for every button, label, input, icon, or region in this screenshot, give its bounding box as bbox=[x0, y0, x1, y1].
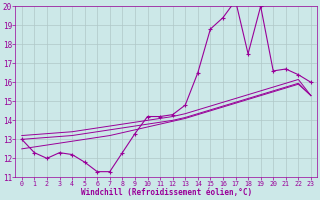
X-axis label: Windchill (Refroidissement éolien,°C): Windchill (Refroidissement éolien,°C) bbox=[81, 188, 252, 197]
